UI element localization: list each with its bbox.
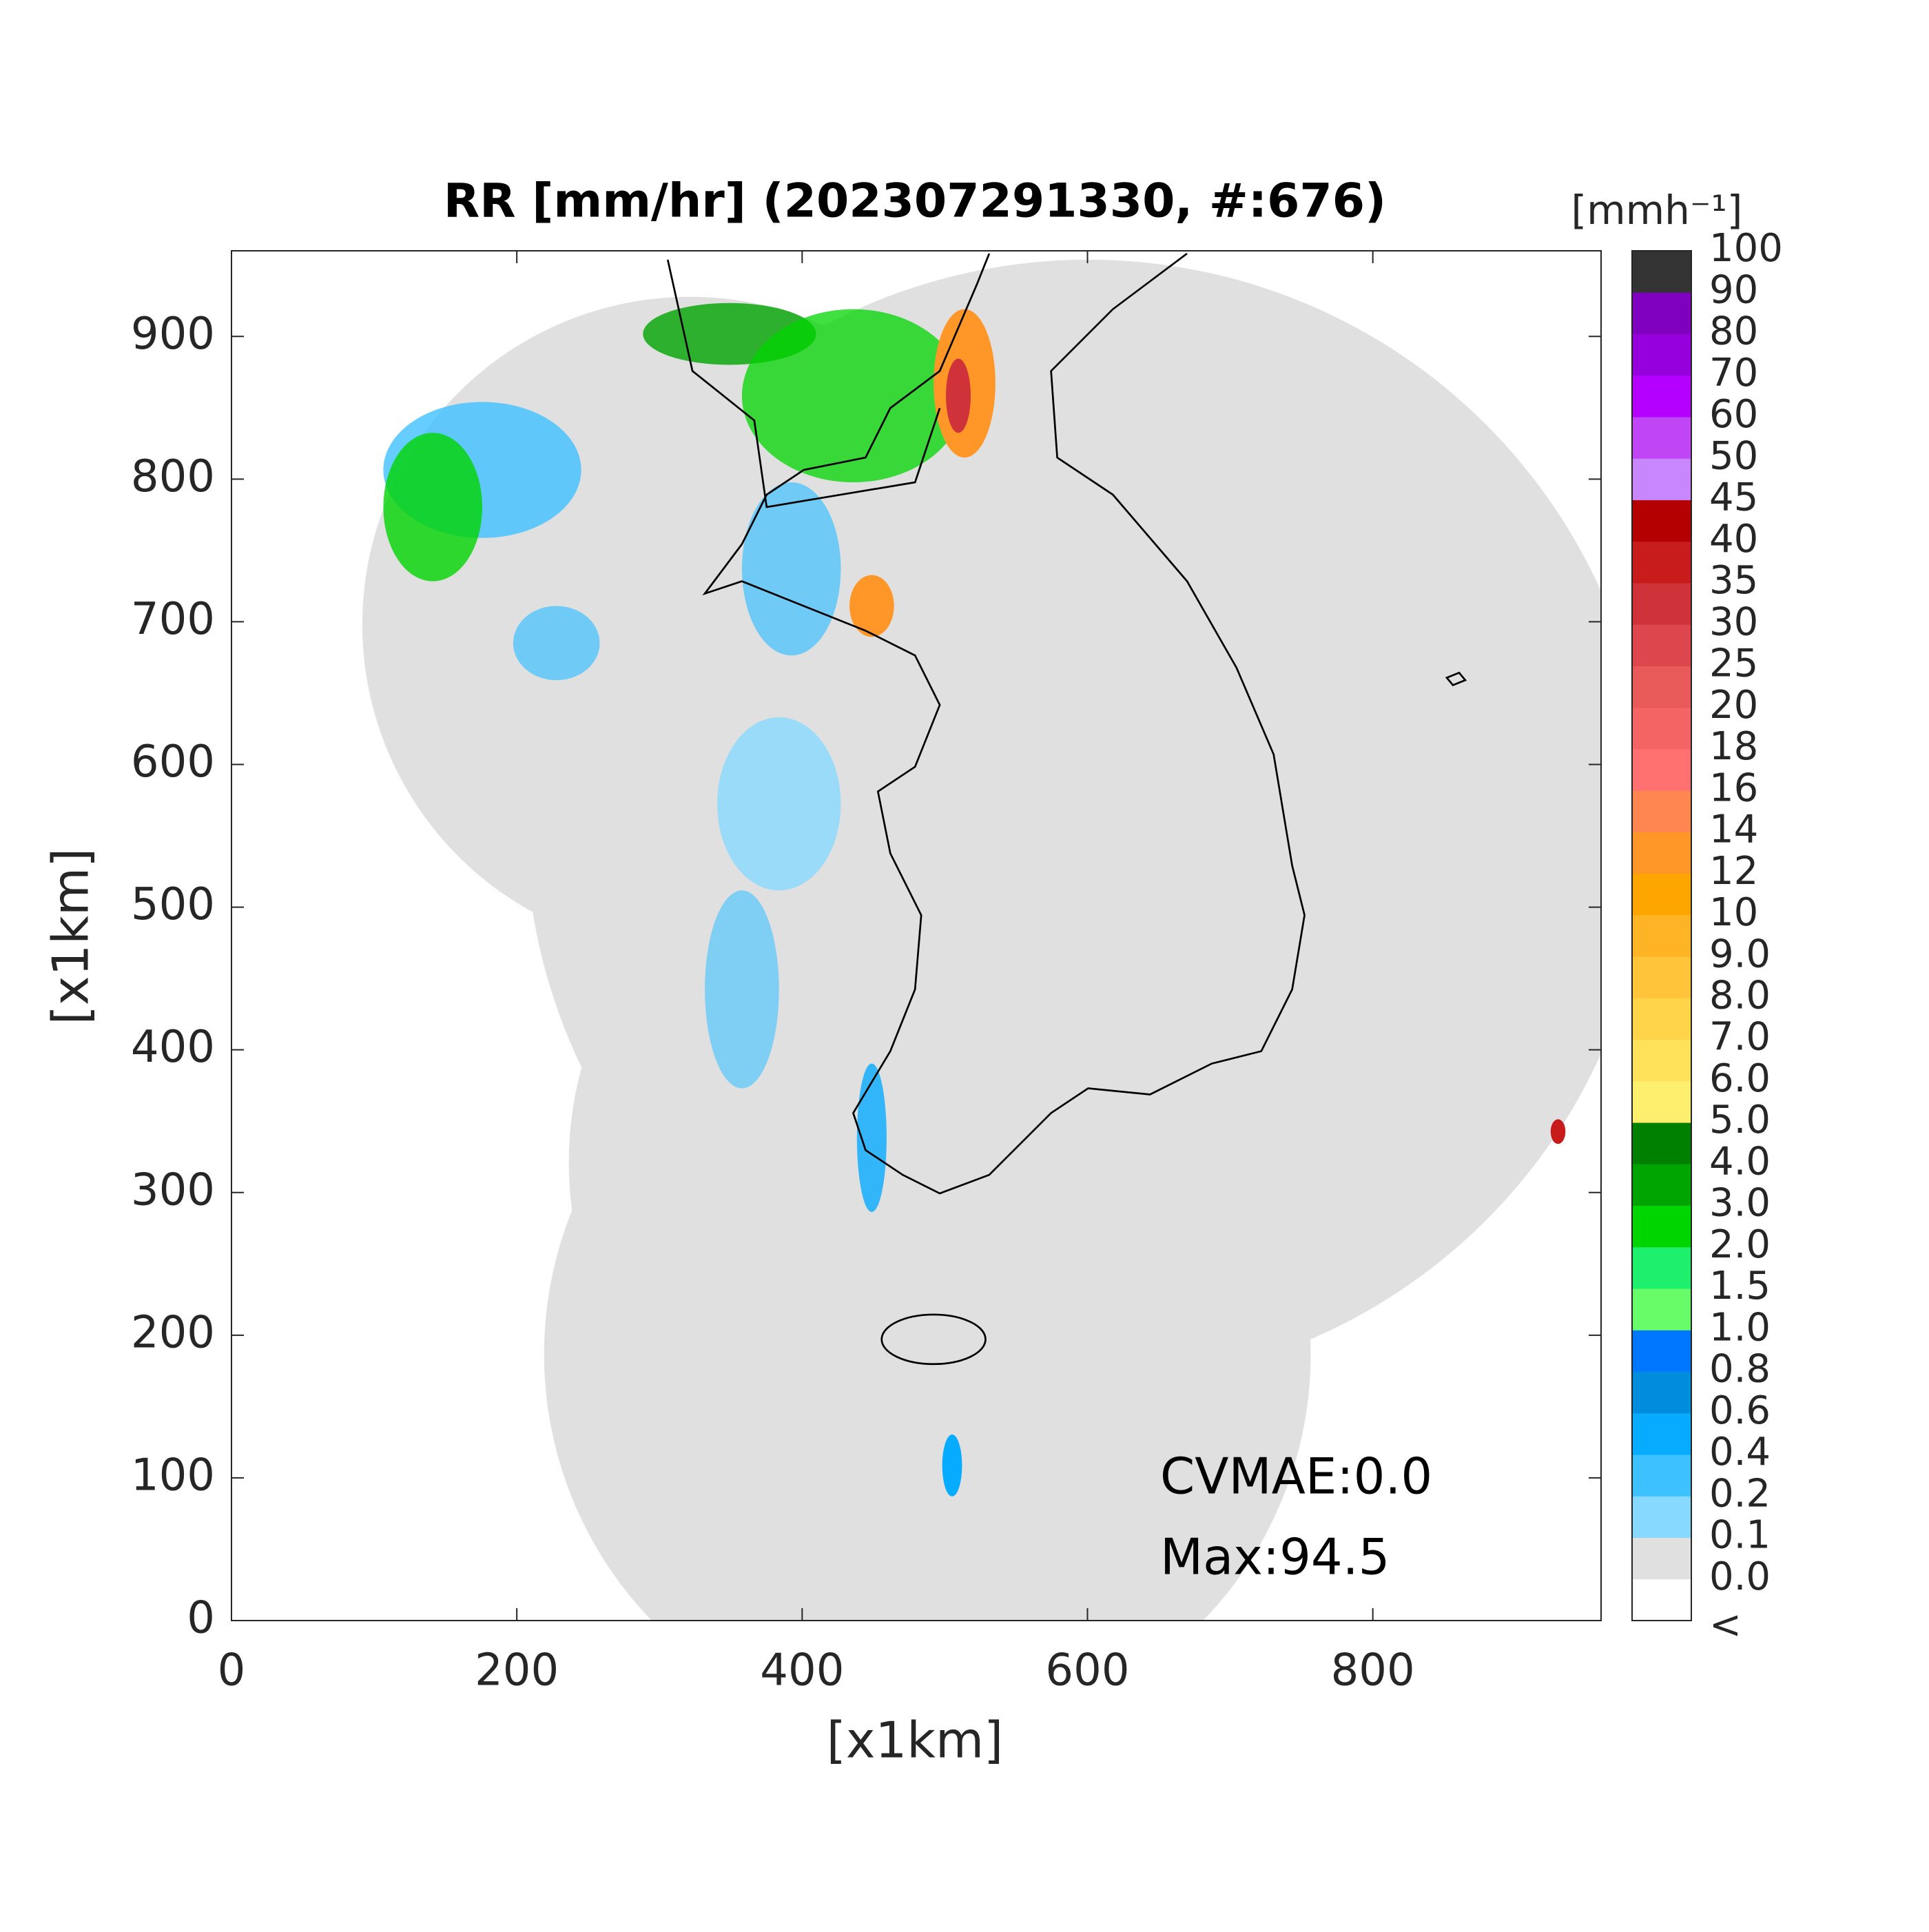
colorbar-label: 1.5 (1709, 1264, 1771, 1308)
colorbar-label: 8.0 (1709, 974, 1771, 1018)
y-tick-label: 600 (131, 737, 215, 788)
colorbar-bin (1632, 1122, 1691, 1164)
colorbar-bin (1632, 1496, 1691, 1539)
x-axis-label: [x1km] (827, 1712, 1003, 1769)
colorbar-label: 0.2 (1709, 1471, 1771, 1516)
colorbar-label: 18 (1709, 724, 1758, 769)
colorbar-frame (1631, 250, 1692, 1621)
x-tick-label: 0 (218, 1645, 246, 1696)
colorbar-label: 4.0 (1709, 1139, 1771, 1184)
y-axis-label: [x1km] (42, 848, 100, 1025)
colorbar-label: 30 (1709, 599, 1758, 644)
colorbar-label: 2.0 (1709, 1222, 1771, 1267)
colorbar-bin (1632, 582, 1691, 625)
colorbar-label: 50 (1709, 433, 1758, 478)
colorbar-label: 16 (1709, 765, 1758, 810)
colorbar-label: 0.0 (1709, 1554, 1771, 1599)
x-tick-label: 400 (760, 1645, 844, 1696)
colorbar-label: 100 (1709, 226, 1783, 271)
colorbar-bin (1632, 666, 1691, 708)
colorbar-bin (1632, 832, 1691, 874)
colorbar-bin (1632, 333, 1691, 376)
colorbar-label: 70 (1709, 351, 1758, 395)
x-tick-label: 600 (1045, 1645, 1129, 1696)
colorbar-label: 3.0 (1709, 1181, 1771, 1226)
colorbar-bin (1632, 790, 1691, 832)
colorbar-label: 12 (1709, 849, 1758, 894)
x-tick-label: 800 (1331, 1645, 1415, 1696)
colorbar-label: 40 (1709, 517, 1758, 562)
colorbar-bin (1632, 1579, 1691, 1621)
colorbar-label: 20 (1709, 683, 1758, 728)
y-tick-label: 200 (131, 1307, 215, 1358)
colorbar-bin (1632, 624, 1691, 666)
colorbar-label: 0.4 (1709, 1430, 1771, 1474)
colorbar-bin (1632, 1455, 1691, 1497)
y-tick-label: 900 (131, 309, 215, 360)
colorbar-label: 5.0 (1709, 1098, 1771, 1142)
colorbar-bin (1632, 873, 1691, 916)
colorbar-bin (1632, 998, 1691, 1040)
y-tick-label: 0 (187, 1593, 215, 1644)
map-layer (362, 252, 1602, 1622)
colorbar-bin (1632, 375, 1691, 418)
precipitation (383, 302, 1566, 1497)
colorbar-bin (1632, 500, 1691, 542)
colorbar-bin (1632, 1330, 1691, 1373)
colorbar-label: 60 (1709, 392, 1758, 437)
colorbar-bin (1632, 1288, 1691, 1330)
colorbar-bin (1632, 1164, 1691, 1206)
colorbar-bin (1632, 1205, 1691, 1248)
annotation: Max:94.5 (1160, 1528, 1390, 1586)
colorbar-title: [mmh⁻¹] (1571, 187, 1743, 234)
coastline (666, 252, 1467, 1366)
colorbar-bin (1632, 1039, 1691, 1082)
y-tick-label: 400 (131, 1022, 215, 1073)
colorbar-label: 1.0 (1709, 1305, 1771, 1350)
colorbar-bin (1632, 251, 1691, 293)
y-tick-label: 300 (131, 1164, 215, 1215)
colorbar-bin (1632, 1371, 1691, 1414)
colorbar-bin (1632, 541, 1691, 584)
colorbar-label: 35 (1709, 558, 1758, 603)
chart-title: RR [mm/hr] (202307291330, #:676) (444, 174, 1386, 229)
colorbar-bin (1632, 707, 1691, 750)
colorbar-bin (1632, 292, 1691, 334)
colorbar-label: 0.8 (1709, 1347, 1771, 1392)
colorbar-label: 0.6 (1709, 1388, 1771, 1433)
colorbar-label: 9.0 (1709, 932, 1771, 976)
x-tick-label: 200 (475, 1645, 559, 1696)
colorbar-bin (1632, 956, 1691, 998)
colorbar-label: 7.0 (1709, 1015, 1771, 1060)
axes-box (231, 250, 1602, 1621)
y-tick-label: 500 (131, 879, 215, 930)
colorbar-bin (1632, 1537, 1691, 1580)
colorbar-label: 25 (1709, 641, 1758, 686)
y-tick-label: 700 (131, 594, 215, 645)
colorbar-label: 14 (1709, 808, 1758, 852)
colorbar-bin (1632, 1246, 1691, 1289)
annotation: CVMAE:0.0 (1160, 1448, 1432, 1505)
colorbar-label: 0.1 (1709, 1513, 1771, 1558)
colorbar-label: 10 (1709, 890, 1758, 935)
colorbar-label: 45 (1709, 475, 1758, 520)
y-tick-label: 100 (131, 1450, 215, 1501)
colorbar-label: < (1709, 1603, 1742, 1647)
colorbar-bin (1632, 458, 1691, 500)
colorbar-bin (1632, 1412, 1691, 1455)
colorbar-bin (1632, 914, 1691, 957)
colorbar-bin (1632, 748, 1691, 791)
y-tick-label: 800 (131, 451, 215, 502)
colorbar-label: 80 (1709, 309, 1758, 354)
colorbar-label: 6.0 (1709, 1056, 1771, 1101)
colorbar-bin (1632, 1080, 1691, 1123)
colorbar-label: 90 (1709, 267, 1758, 312)
colorbar-bin (1632, 416, 1691, 459)
